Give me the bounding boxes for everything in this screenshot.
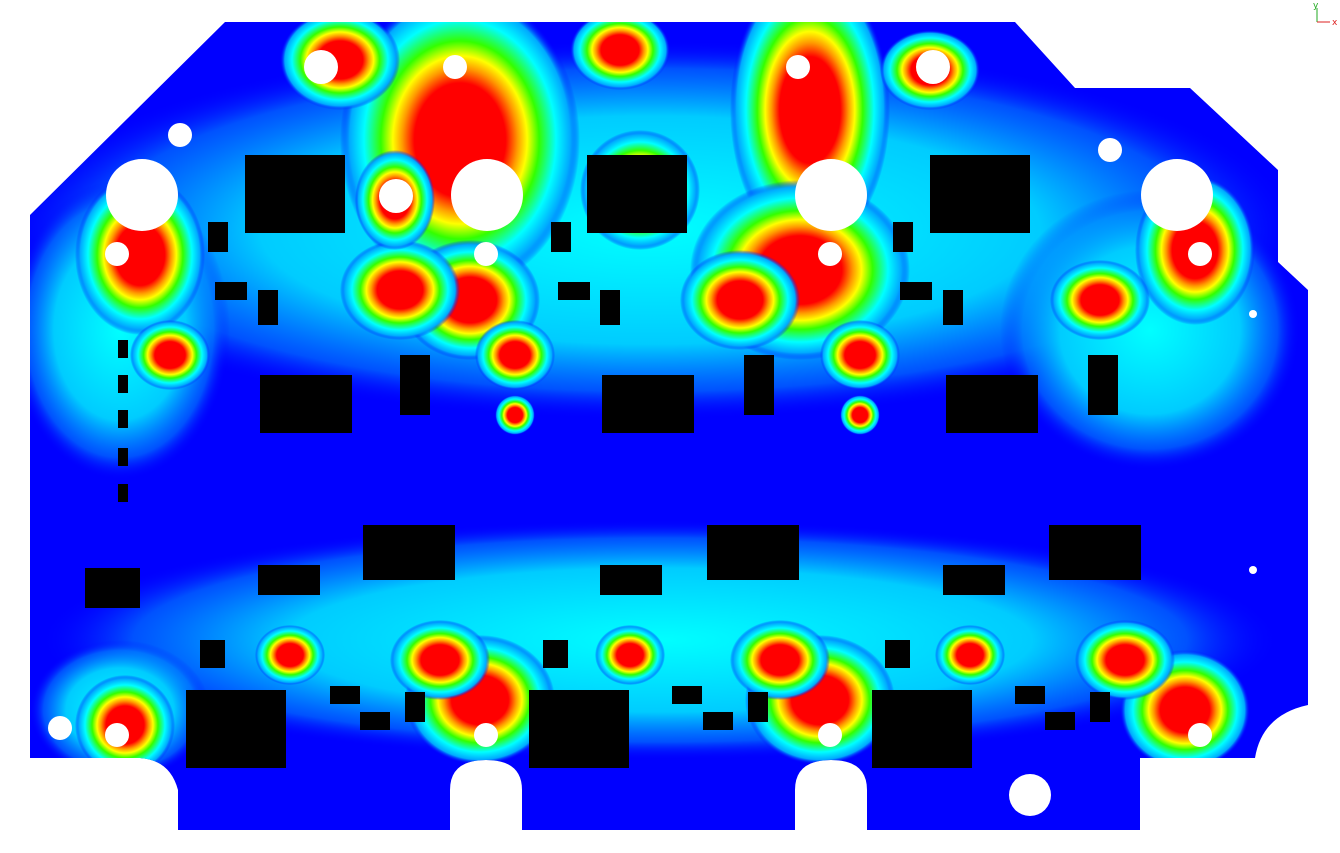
triad-y-label: y [1313, 1, 1319, 11]
component [258, 565, 320, 595]
component [1049, 525, 1141, 580]
component [748, 692, 768, 722]
hot-spot [680, 250, 800, 350]
component [529, 690, 629, 768]
component [558, 282, 590, 300]
mounting-hole [1249, 310, 1257, 318]
hot-spot [75, 175, 205, 335]
hot-spot [495, 395, 535, 435]
mounting-hole [916, 50, 950, 84]
component [1088, 355, 1118, 415]
component [118, 410, 128, 428]
hot-spot [820, 320, 900, 390]
component [405, 692, 425, 722]
hot-spot [1075, 620, 1175, 700]
hot-spot [255, 625, 325, 685]
hot-spot [390, 620, 490, 700]
hot-spot [840, 395, 880, 435]
mounting-hole [474, 723, 498, 747]
component [872, 690, 972, 768]
component [118, 375, 128, 393]
component [400, 355, 430, 415]
component [900, 282, 932, 300]
mounting-hole [1098, 138, 1122, 162]
hot-spot [935, 625, 1005, 685]
hot-spot [595, 625, 665, 685]
component [930, 155, 1030, 233]
mounting-hole [795, 159, 867, 231]
component [946, 375, 1038, 433]
component [258, 290, 278, 325]
mounting-hole [1188, 242, 1212, 266]
component [260, 375, 352, 433]
axis-triad: y x [1313, 1, 1338, 28]
mounting-hole [105, 723, 129, 747]
component [1015, 686, 1045, 704]
component [118, 448, 128, 466]
mounting-hole [304, 50, 338, 84]
component [186, 690, 286, 768]
component [245, 155, 345, 233]
hot-spot [570, 22, 670, 90]
hot-spot [75, 675, 175, 775]
component [744, 355, 774, 415]
mounting-hole [1141, 159, 1213, 231]
component [672, 686, 702, 704]
component [200, 640, 225, 668]
component [600, 565, 662, 595]
component [707, 525, 799, 580]
mounting-hole [443, 55, 467, 79]
mounting-hole [1188, 723, 1212, 747]
hot-spot [730, 620, 830, 700]
component [118, 484, 128, 502]
component [85, 568, 140, 608]
component [885, 640, 910, 668]
hot-spot [340, 240, 460, 340]
mounting-hole [818, 242, 842, 266]
mounting-hole [48, 716, 72, 740]
mounting-hole [451, 159, 523, 231]
mounting-hole [474, 242, 498, 266]
mounting-hole [379, 179, 413, 213]
mounting-hole [105, 242, 129, 266]
hot-spot [280, 22, 400, 110]
component [215, 282, 247, 300]
component [543, 640, 568, 668]
component [363, 525, 455, 580]
hot-spot [130, 320, 210, 390]
mounting-hole [786, 55, 810, 79]
mounting-hole [1009, 774, 1051, 816]
component [600, 290, 620, 325]
component [118, 340, 128, 358]
component [587, 155, 687, 233]
hot-spot [1050, 260, 1150, 340]
component [360, 712, 390, 730]
mounting-hole [168, 123, 192, 147]
component [943, 290, 963, 325]
component [1090, 692, 1110, 722]
hot-spot [475, 320, 555, 390]
mounting-hole [106, 159, 178, 231]
component [330, 686, 360, 704]
component [208, 222, 228, 252]
component [551, 222, 571, 252]
triad-x-label: x [1332, 18, 1338, 28]
component [1045, 712, 1075, 730]
component [893, 222, 913, 252]
component [602, 375, 694, 433]
component [703, 712, 733, 730]
mounting-hole [818, 723, 842, 747]
component [943, 565, 1005, 595]
mounting-hole [1249, 566, 1257, 574]
